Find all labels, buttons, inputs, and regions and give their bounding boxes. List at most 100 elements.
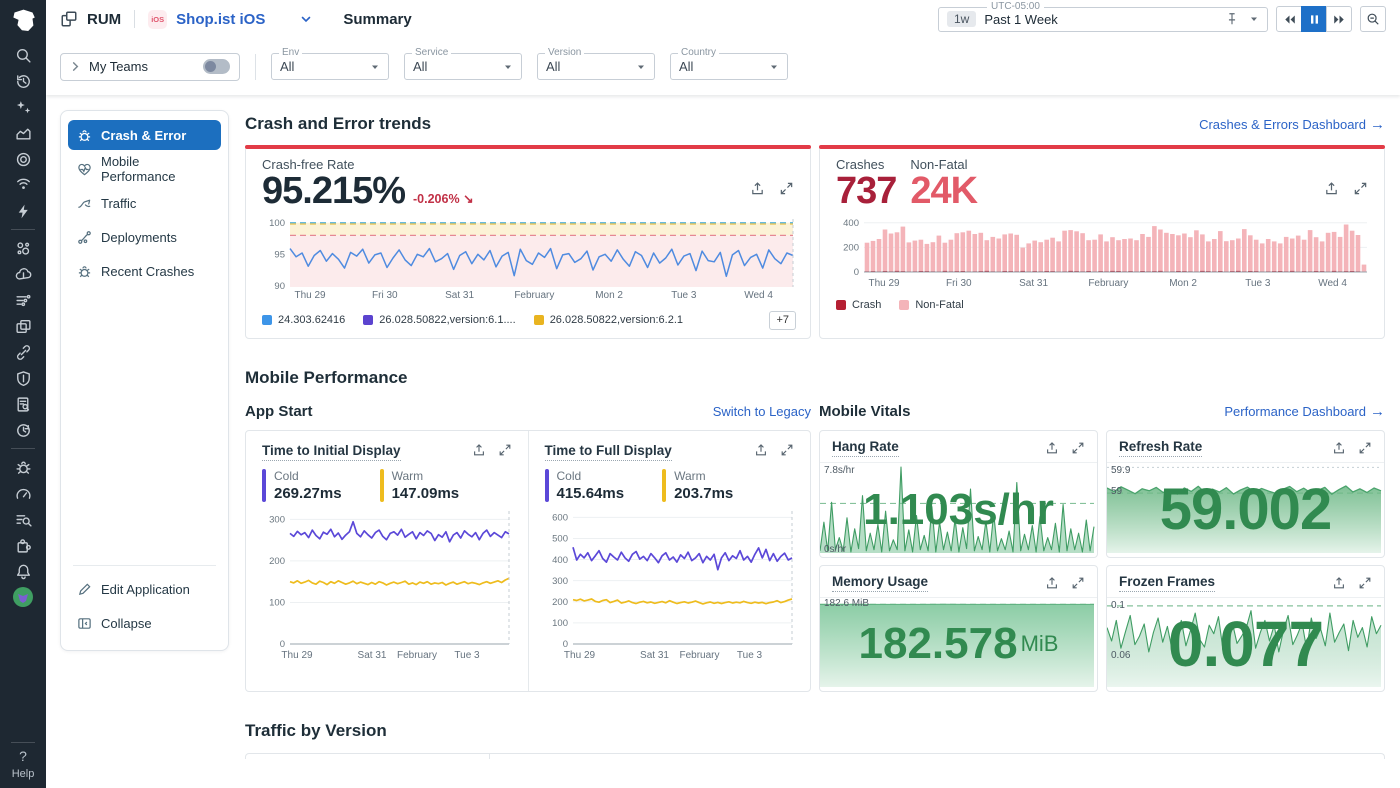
bolt-icon[interactable] [0,198,46,224]
version-value: All [546,59,636,74]
ttid-chart[interactable]: 3002001000 [262,508,512,650]
refresh-rate-chart[interactable]: 59.9 59 59.002 [1107,463,1384,557]
expand-icon[interactable] [779,181,794,196]
expand-icon[interactable] [1358,441,1372,455]
help-button[interactable]: ? Help [12,748,35,788]
svg-text:0: 0 [280,639,285,650]
export-icon[interactable] [1045,576,1059,590]
expand-icon[interactable] [1071,441,1085,455]
svg-text:600: 600 [552,512,568,523]
pause-button[interactable] [1301,6,1327,32]
cost-icon[interactable] [0,261,46,287]
sync-icon[interactable] [0,417,46,443]
arrow-right-icon: → [1370,117,1385,132]
bug-icon [77,128,92,143]
performance-dashboard-link[interactable]: Performance Dashboard→ [1224,404,1385,419]
legend-item[interactable]: Non-Fatal [899,299,963,311]
frozen-frames-title[interactable]: Frozen Frames [1119,574,1215,592]
sparkles-icon[interactable] [0,94,46,120]
traces-icon[interactable] [0,339,46,365]
ttfd-chart[interactable]: 6005004003002001000 [545,508,795,650]
version-select[interactable]: Version All [537,53,655,80]
my-teams-toggle[interactable] [203,59,230,74]
metrics-icon[interactable] [0,120,46,146]
sidebar-item-mobile-performance[interactable]: Mobile Performance [68,154,221,184]
hang-rate-title[interactable]: Hang Rate [832,439,899,457]
expand-icon[interactable] [498,443,512,457]
memory-usage-title[interactable]: Memory Usage [832,574,928,592]
memory-usage-chart[interactable]: 182.6 MiB 182.578MiB [820,598,1097,691]
infrastructure-icon[interactable] [0,235,46,261]
edit-application-button[interactable]: Edit Application [68,574,221,604]
caret-down-icon[interactable] [1249,14,1259,24]
legend-item[interactable]: 24.303.62416 [262,314,345,326]
legend-item[interactable]: 26.028.50822,version:6.1.... [363,314,515,326]
expand-icon[interactable] [1353,181,1368,196]
avatar-icon[interactable] [0,584,46,610]
bug-icon[interactable] [0,454,46,480]
apm-icon[interactable] [0,313,46,339]
crash-free-rate-chart[interactable]: 1009590 [262,216,796,290]
divider [255,54,256,80]
search-icon[interactable] [0,42,46,68]
export-icon[interactable] [750,181,765,196]
y-max-label: 0.1 [1111,600,1125,611]
zoom-out-button[interactable] [1360,6,1386,32]
x-tick: Thu 29 [868,278,899,289]
expand-icon[interactable] [780,443,794,457]
export-icon[interactable] [754,443,768,457]
export-icon[interactable] [1045,441,1059,455]
sidebar-item-recent-crashes[interactable]: Recent Crashes [68,256,221,286]
service-select[interactable]: Service All [404,53,522,80]
my-teams-filter[interactable]: My Teams [60,53,240,81]
frozen-frames-chart[interactable]: 0.1 0.06 0.077 [1107,598,1384,691]
sidebar-item-crash-error[interactable]: Crash & Error [68,120,221,150]
history-icon[interactable] [0,68,46,94]
time-backward-button[interactable] [1276,6,1302,32]
y-max-label: 182.6 MiB [824,598,869,609]
export-icon[interactable] [1332,576,1346,590]
monitors-icon[interactable] [0,146,46,172]
gauge-icon[interactable] [0,480,46,506]
legend-item[interactable]: Crash [836,299,881,311]
env-select[interactable]: Env All [271,53,389,80]
pin-icon[interactable] [1225,12,1239,26]
refresh-rate-title[interactable]: Refresh Rate [1119,439,1202,457]
country-select[interactable]: Country All [670,53,788,80]
security-icon[interactable] [0,365,46,391]
integrations-icon[interactable] [0,532,46,558]
crashes-chart[interactable]: 4002000 [836,216,1370,278]
datadog-logo[interactable] [0,0,46,42]
time-range-picker[interactable]: UTC-05:00 1w Past 1 Week [938,7,1268,32]
settings-icon[interactable] [0,506,46,532]
x-tick: February [397,650,437,661]
crashes-card: Crashes 737 Non-Fatal 24K 4002000 Thu 29… [819,146,1385,339]
collapse-sidebar-button[interactable]: Collapse [68,608,221,638]
legend-item[interactable]: 26.028.50822,version:6.2.1 [534,314,683,326]
time-forward-button[interactable] [1326,6,1352,32]
switch-to-legacy-link[interactable]: Switch to Legacy [713,404,811,419]
radar-icon[interactable] [0,172,46,198]
export-icon[interactable] [1332,441,1346,455]
export-icon[interactable] [1324,181,1339,196]
product-name[interactable]: RUM [87,11,121,28]
x-tick: Fri 30 [946,278,972,289]
hang-rate-chart[interactable]: 7.8s/hr 0s/hr 1.103s/hr [820,463,1097,557]
audit-icon[interactable] [0,391,46,417]
chevron-down-icon[interactable] [300,13,312,25]
notifications-icon[interactable] [0,558,46,584]
sidebar-item-traffic[interactable]: Traffic [68,188,221,218]
legend-more-badge[interactable]: +7 [769,311,796,330]
arrow-right-icon: → [1370,404,1385,419]
ttid-title[interactable]: Time to Initial Display [262,443,401,461]
export-icon[interactable] [472,443,486,457]
expand-icon[interactable] [1358,576,1372,590]
y-mid-label: 0.06 [1111,650,1130,661]
sidebar-item-deployments[interactable]: Deployments [68,222,221,252]
crashes-errors-dashboard-link[interactable]: Crashes & Errors Dashboard→ [1199,117,1385,132]
expand-icon[interactable] [1071,576,1085,590]
cold-label: Cold [274,469,342,483]
app-switcher[interactable]: Shop.ist iOS [176,11,265,28]
logs-icon[interactable] [0,287,46,313]
ttfd-title[interactable]: Time to Full Display [545,443,672,461]
